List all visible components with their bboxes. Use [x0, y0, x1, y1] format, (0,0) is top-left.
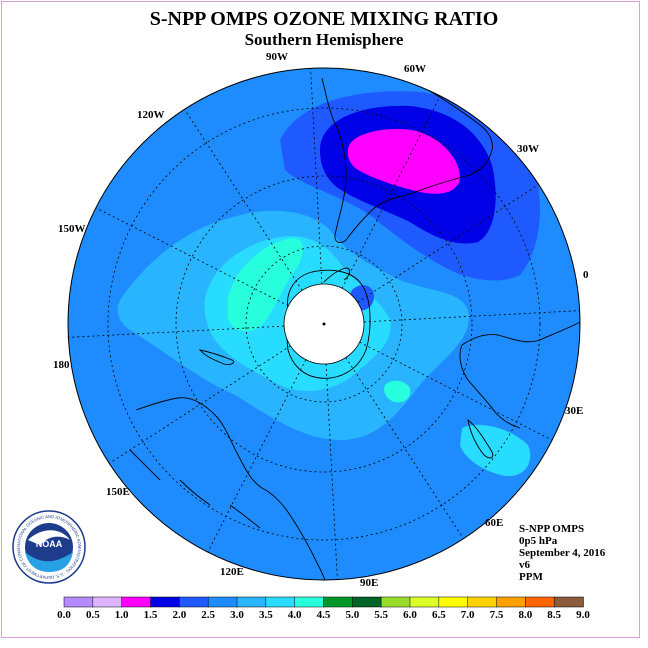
graticule [68, 68, 580, 580]
lon-label-150e: 150E [106, 486, 130, 498]
contour-3p5-4p0 [228, 238, 303, 332]
colorbar-bin [409, 596, 440, 608]
info-level: 0p5 hPa [519, 535, 558, 547]
colorbar-bin [525, 596, 555, 608]
colorbar-bin [207, 596, 238, 608]
map-border [67, 67, 581, 581]
coastline-antarctica [286, 269, 371, 379]
lon-label-0: 0 [583, 269, 589, 281]
colorbar-bin [236, 596, 267, 608]
colorbar-tick-label: 5.0 [345, 609, 360, 621]
contour-3p5-4p0-small [384, 380, 411, 403]
info-instrument: S-NPP OMPS [519, 523, 585, 535]
colorbar-tick-label: 3.5 [258, 609, 273, 621]
coastline-new-zealand [198, 349, 235, 365]
contour-3p0-east [460, 424, 531, 477]
colorbar-tick-label: 8.0 [518, 609, 533, 621]
colorbar-tick-label: 8.5 [547, 609, 562, 621]
colorbar-bin [121, 596, 152, 608]
lon-label-30e: 30E [565, 405, 584, 417]
colorbar-bin [352, 596, 382, 608]
colorbar-bin [150, 596, 181, 608]
coastline-africa [459, 321, 580, 429]
colorbar-tick-label: 0.5 [85, 609, 100, 621]
colorbar-bin [179, 596, 209, 608]
colorbar-bin [323, 596, 354, 608]
lon-label-60e: 60E [485, 517, 504, 529]
lon-label-30w: 30W [517, 143, 539, 155]
colorbar-tick-label: 9.0 [576, 609, 590, 621]
colorbar-tick-label: 6.5 [431, 609, 446, 621]
colorbar-tick-label: 0.0 [57, 609, 71, 621]
colorbar-tick-label: 4.0 [287, 609, 302, 621]
info-units: PPM [519, 571, 543, 583]
colorbar-tick-label: 4.5 [316, 609, 331, 621]
colorbar [63, 596, 584, 608]
colorbar-bin [553, 596, 584, 608]
info-date: September 4, 2016 [519, 547, 606, 559]
colorbar-tick-label: 5.5 [374, 609, 389, 621]
colorbar-bin [63, 596, 94, 608]
colorbar-tick-label: 2.5 [201, 609, 216, 621]
info-version: v6 [519, 559, 530, 571]
colorbar-bin [92, 596, 123, 608]
lon-label-90e: 90E [360, 577, 379, 589]
colorbar-tick-label: 6.0 [403, 609, 417, 621]
colorbar-tick-label: 1.0 [114, 609, 129, 621]
plot-frame [1, 1, 640, 638]
chart-title: S-NPP OMPS OZONE MIXING RATIO [149, 8, 499, 30]
colorbar-bin [438, 596, 469, 608]
lon-label-120w: 120W [137, 109, 165, 121]
coastline-antarctic-peninsula [323, 267, 351, 283]
south-pole-marker [322, 322, 326, 326]
lon-label-90w: 90W [266, 51, 288, 63]
coastlines [129, 71, 580, 580]
lon-label-120e: 120E [220, 566, 244, 578]
colorbar-tick-label: 3.0 [230, 609, 244, 621]
colorbar-bin [467, 596, 498, 608]
colorbar-tick-label: 7.0 [460, 609, 475, 621]
colorbar-bin [265, 596, 296, 608]
colorbar-bin [380, 596, 411, 608]
colorbar-tick-label: 1.5 [143, 609, 158, 621]
lon-label-60w: 60W [404, 63, 426, 75]
colorbar-tick-label: 2.0 [172, 609, 187, 621]
colorbar-bin [496, 596, 527, 608]
colorbar-bin [294, 596, 325, 608]
chart-subtitle: Southern Hemisphere [244, 30, 404, 49]
contour-1p0-1p5 [347, 129, 460, 194]
coastline-south-america [321, 71, 493, 243]
coastline-australia [135, 397, 327, 580]
lon-label-180: 180 [53, 359, 70, 371]
info-block: S-NPP OMPS 0p5 hPa September 4, 2016 v6 … [519, 523, 605, 583]
coastline-indonesia [129, 449, 261, 529]
lon-label-150w: 150W [58, 223, 86, 235]
coastline-madagascar [467, 419, 494, 459]
colorbar-tick-label: 7.5 [489, 609, 504, 621]
